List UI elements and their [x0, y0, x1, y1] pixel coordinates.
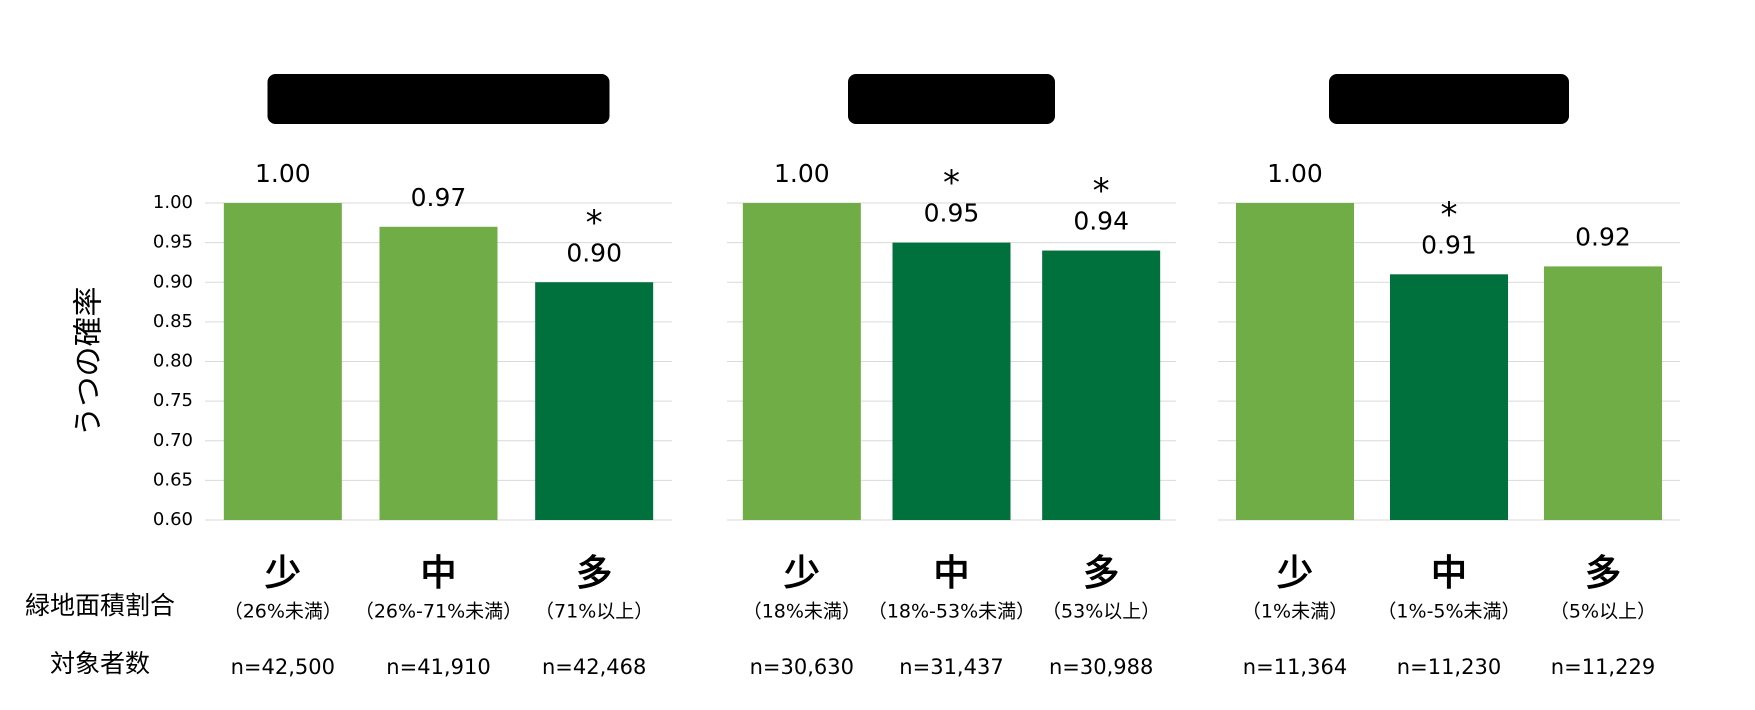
x-tick-label: 多	[1083, 553, 1119, 594]
title-box	[267, 74, 610, 124]
value-label: 0.95	[924, 199, 980, 228]
bar	[892, 242, 1011, 520]
y-tick-label: 0.80	[153, 351, 193, 372]
y-axis-label: うつの確率	[72, 287, 107, 437]
y-tick-label: 0.70	[153, 430, 193, 451]
sample-size: n=31,437	[899, 655, 1003, 679]
x-tick-label: 多	[1585, 553, 1621, 594]
bar	[1236, 203, 1354, 520]
title-box	[848, 74, 1055, 124]
row-label: 緑地面積割合	[25, 591, 175, 620]
y-tick-label: 0.60	[153, 509, 193, 530]
value-label: 0.90	[566, 238, 622, 267]
chart-title: 対象地全域の総緑地	[286, 79, 592, 119]
y-tick-label: 1.00	[153, 192, 193, 213]
value-label: 0.92	[1575, 222, 1631, 251]
x-sub-label: （1%-5%未満）	[1377, 601, 1520, 623]
y-tick-label: 0.65	[153, 469, 193, 490]
sample-size: n=11,364	[1243, 655, 1347, 679]
x-tick-label: 少	[784, 553, 820, 594]
x-sub-label: （5%以上）	[1550, 601, 1656, 623]
bar	[535, 282, 654, 520]
bar	[742, 203, 861, 520]
sample-size: n=30,988	[1049, 655, 1153, 679]
x-sub-label: （26%未満）	[224, 601, 342, 623]
x-tick-label: 中	[420, 553, 456, 594]
y-tick-label: 0.95	[153, 232, 193, 253]
x-tick-label: 中	[933, 553, 969, 594]
title-box	[1329, 74, 1569, 124]
bar	[379, 226, 498, 520]
significance-marker: *	[1441, 195, 1458, 235]
row-label: 対象者数	[50, 649, 150, 678]
x-tick-label: 少	[265, 553, 301, 594]
x-sub-label: （26%-71%未満）	[355, 601, 522, 623]
x-tick-label: 中	[1431, 553, 1467, 594]
sample-size: n=30,630	[750, 655, 854, 679]
value-label: 0.94	[1073, 207, 1129, 236]
chart-title: 非都市の草地	[1347, 79, 1551, 119]
x-tick-label: 少	[1277, 553, 1313, 594]
bar	[1390, 274, 1508, 520]
significance-marker: *	[586, 203, 603, 243]
sample-size: n=42,468	[542, 655, 646, 679]
value-label: 0.97	[411, 183, 467, 212]
significance-marker: *	[1093, 171, 1110, 211]
x-sub-label: （1%未満）	[1242, 601, 1348, 623]
value-label: 1.00	[774, 159, 830, 188]
sample-size: n=42,500	[231, 655, 335, 679]
bar	[1544, 266, 1662, 520]
x-tick-label: 多	[576, 553, 612, 594]
bar	[223, 203, 342, 520]
x-sub-label: （18%-53%未満）	[868, 601, 1035, 623]
sample-size: n=11,229	[1551, 655, 1655, 679]
y-tick-label: 0.85	[153, 311, 193, 332]
sample-size: n=11,230	[1397, 655, 1501, 679]
sample-size: n=41,910	[386, 655, 490, 679]
y-tick-label: 0.90	[153, 271, 193, 292]
x-sub-label: （71%以上）	[535, 601, 653, 623]
value-label: 1.00	[1267, 159, 1323, 188]
y-tick-label: 0.75	[153, 390, 193, 411]
x-sub-label: （18%未満）	[743, 601, 861, 623]
chart-title: 都市の樹木	[866, 79, 1037, 119]
value-label: 1.00	[255, 159, 311, 188]
bar	[1042, 250, 1161, 521]
significance-marker: *	[943, 163, 960, 203]
x-sub-label: （53%以上）	[1042, 601, 1160, 623]
value-label: 0.91	[1421, 230, 1477, 259]
